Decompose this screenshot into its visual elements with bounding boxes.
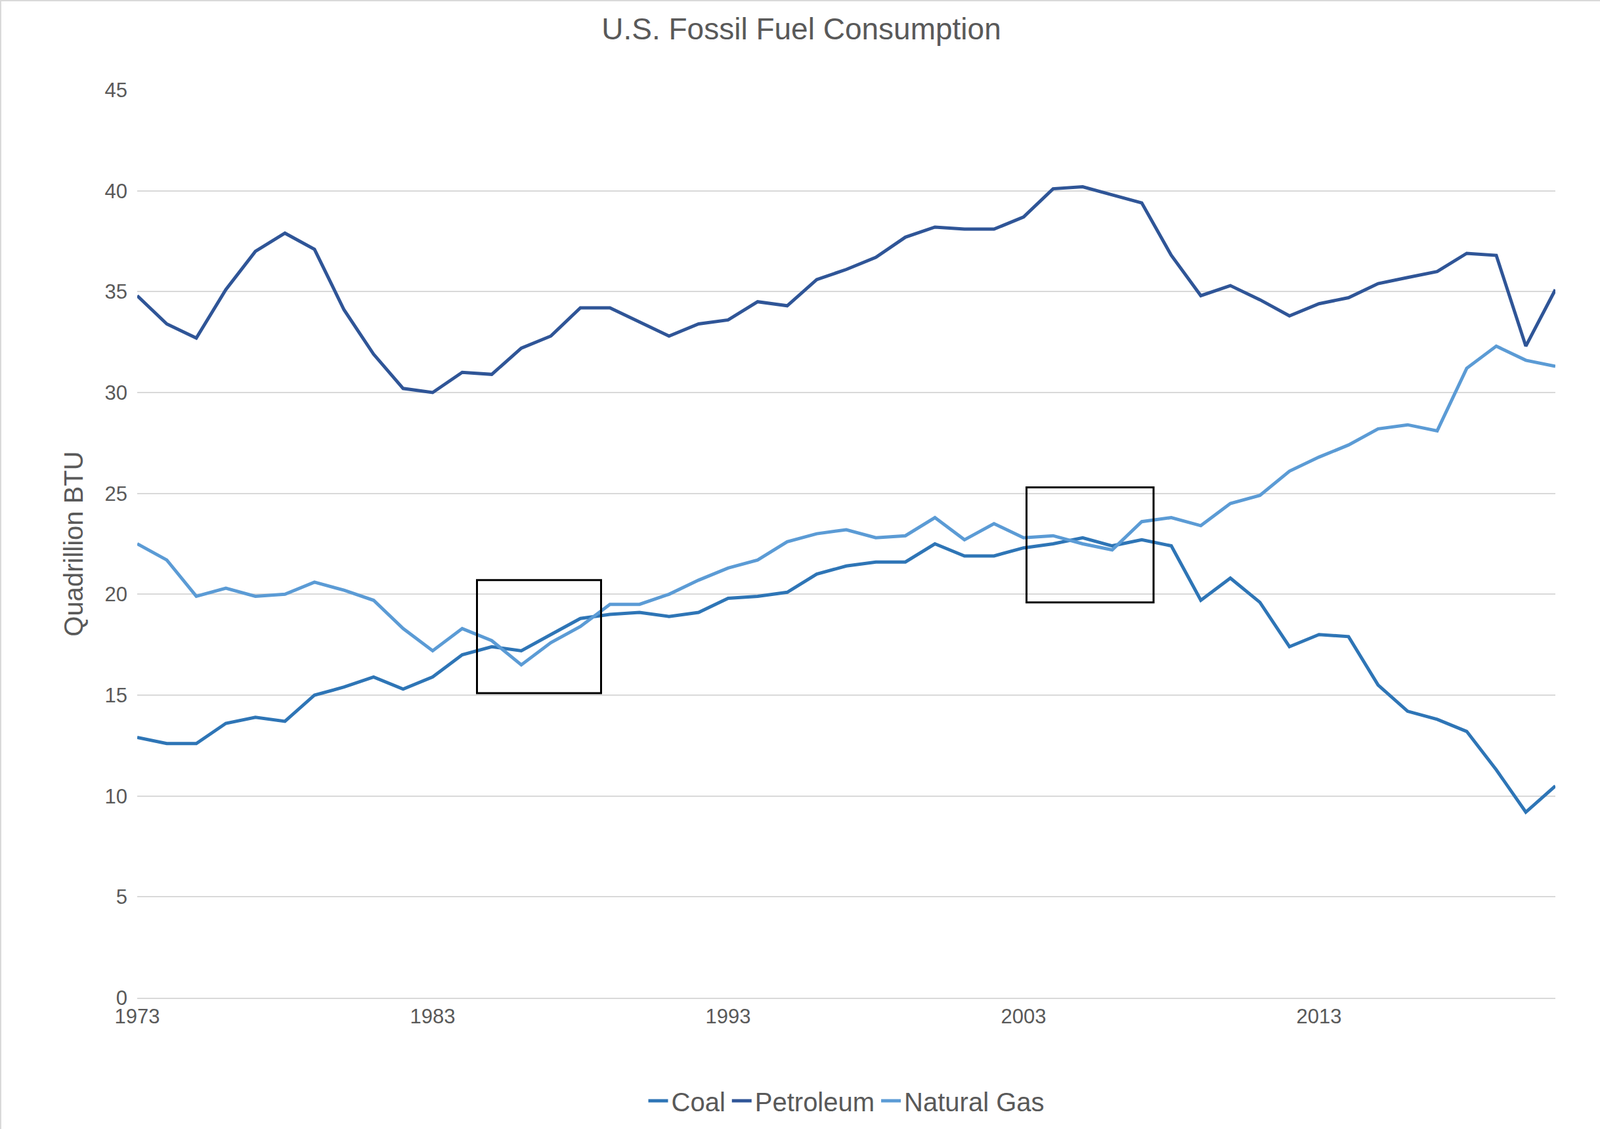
svg-text:1983: 1983 bbox=[410, 1005, 456, 1029]
svg-text:2013: 2013 bbox=[1296, 1005, 1342, 1029]
svg-text:40: 40 bbox=[105, 179, 128, 203]
svg-text:45: 45 bbox=[105, 78, 128, 102]
svg-text:25: 25 bbox=[105, 482, 128, 506]
svg-text:15: 15 bbox=[105, 684, 128, 708]
svg-text:U.S. Fossil Fuel Consumption: U.S. Fossil Fuel Consumption bbox=[601, 11, 1001, 46]
svg-text:0: 0 bbox=[116, 986, 128, 1010]
svg-text:1973: 1973 bbox=[114, 1005, 161, 1029]
svg-text:1993: 1993 bbox=[705, 1005, 752, 1029]
svg-text:2003: 2003 bbox=[1001, 1005, 1047, 1029]
svg-text:Natural Gas: Natural Gas bbox=[904, 1087, 1044, 1117]
svg-text:35: 35 bbox=[105, 280, 128, 304]
svg-text:20: 20 bbox=[105, 583, 128, 606]
svg-text:5: 5 bbox=[116, 885, 128, 909]
svg-text:Coal: Coal bbox=[671, 1087, 726, 1117]
svg-text:10: 10 bbox=[105, 785, 128, 809]
svg-text:Petroleum: Petroleum bbox=[755, 1087, 875, 1117]
svg-text:30: 30 bbox=[105, 381, 128, 405]
svg-text:Quadrillion BTU: Quadrillion BTU bbox=[59, 451, 88, 637]
